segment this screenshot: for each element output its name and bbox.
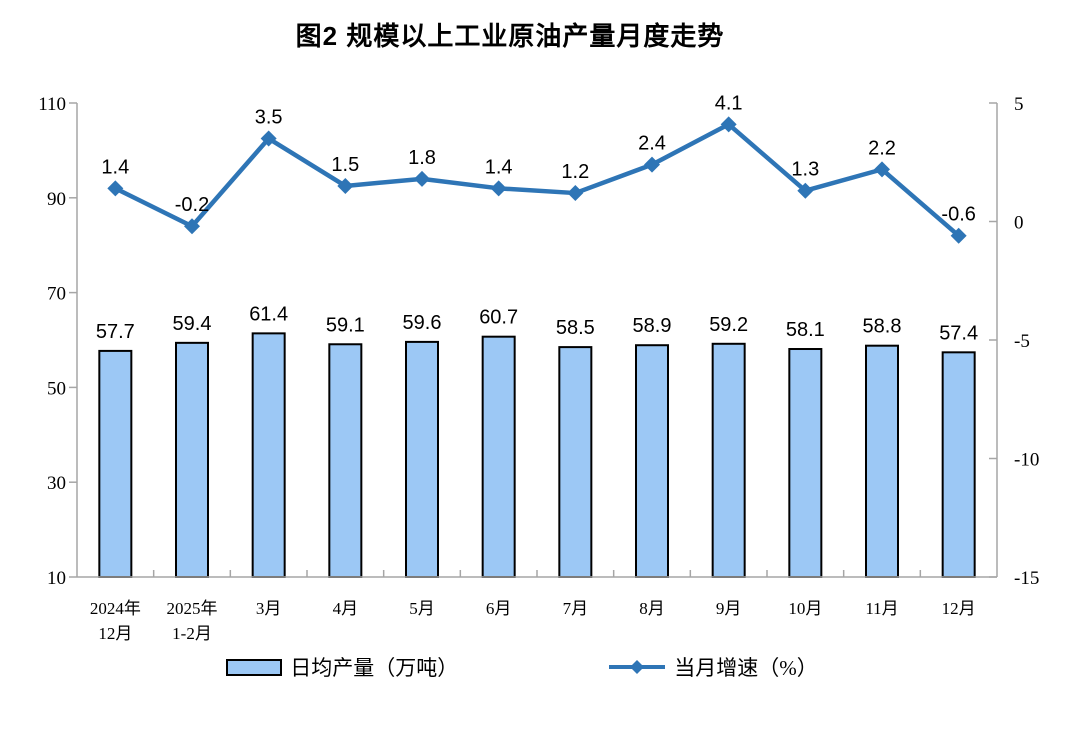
- bar-value-label: 59.1: [326, 314, 365, 336]
- line-marker: [567, 185, 584, 202]
- line-series-swatch: [609, 660, 666, 674]
- bar-value-label: 58.8: [863, 316, 902, 338]
- line-value-label: 3.5: [255, 107, 283, 129]
- legend-label-production: 日均产量（万吨）: [290, 656, 459, 680]
- bar-value-label: 57.7: [96, 321, 135, 343]
- bar-value-label: 61.4: [249, 303, 288, 325]
- bar: [328, 343, 363, 578]
- bar: [788, 348, 823, 579]
- line-marker: [797, 182, 814, 199]
- right-axis-tick-label: 5: [1014, 94, 1024, 115]
- bar: [251, 332, 286, 579]
- growth-line: [114, 122, 961, 238]
- bar-value-label: 58.1: [786, 319, 825, 341]
- line-marker: [337, 177, 354, 194]
- line-value-label: 2.4: [638, 133, 666, 155]
- x-axis-label: 4月: [333, 599, 359, 618]
- legend-item-production: 日均产量（万吨）: [226, 652, 458, 682]
- line-marker: [874, 161, 890, 178]
- line-marker: [260, 130, 277, 147]
- bar-value-label: 58.9: [633, 315, 672, 337]
- left-axis-tick-label: 90: [47, 189, 66, 210]
- bar-series-swatch: [226, 658, 283, 676]
- left-axis-tick-label: 110: [38, 94, 66, 115]
- line-marker: [490, 180, 507, 197]
- x-axis-label: 12月: [98, 624, 132, 643]
- x-axis-label: 10月: [788, 599, 822, 618]
- x-axis-label: 9月: [716, 599, 742, 618]
- line-marker: [414, 170, 430, 187]
- x-axis-label: 12月: [942, 599, 976, 618]
- x-axis-label: 11月: [865, 599, 898, 618]
- bar: [711, 342, 746, 578]
- right-axis-tick-label: -15: [1014, 568, 1039, 589]
- chart-title: 图2 规模以上工业原油产量月度走势: [295, 21, 725, 51]
- x-axis-label: 1-2月: [172, 624, 212, 643]
- bar: [481, 335, 516, 578]
- legend-item-growth: 当月增速（%）: [608, 652, 818, 682]
- left-axis-tick-label: 10: [47, 568, 66, 589]
- x-axis-label: 5月: [409, 599, 435, 618]
- bar-value-label: 58.5: [556, 317, 595, 339]
- line-value-label: -0.2: [175, 194, 209, 216]
- bar-value-label: 60.7: [479, 307, 518, 329]
- left-axis-tick-label: 30: [47, 473, 66, 494]
- legend-label-growth: 当月增速（%）: [674, 656, 818, 680]
- line-value-label: -0.6: [941, 204, 975, 226]
- x-axis-label: 2024年: [90, 599, 141, 618]
- bar-value-label: 59.6: [403, 312, 442, 334]
- line-value-label: 1.5: [331, 154, 359, 176]
- x-axis-label: 3月: [256, 599, 282, 618]
- line-value-label: 1.8: [408, 147, 436, 169]
- x-axis-label: 6月: [486, 599, 512, 618]
- left-axis-tick-label: 70: [47, 284, 66, 305]
- bar: [558, 346, 593, 578]
- bar: [405, 340, 439, 578]
- line-value-label: 2.2: [868, 137, 896, 159]
- line-marker: [950, 227, 967, 244]
- x-axis-label: 8月: [639, 599, 665, 618]
- line-value-label: 1.4: [485, 156, 513, 178]
- line-marker: [720, 116, 737, 133]
- bar: [941, 351, 976, 578]
- bar: [98, 349, 133, 579]
- line-marker: [184, 218, 200, 235]
- bar: [865, 344, 899, 578]
- line-value-label: 4.1: [715, 92, 743, 114]
- line-marker: [107, 180, 124, 197]
- right-axis-tick-label: -10: [1014, 450, 1039, 471]
- left-axis-tick-label: 50: [47, 378, 66, 399]
- x-axis-label: 7月: [563, 599, 589, 618]
- line-value-label: 1.2: [561, 161, 589, 183]
- bar: [635, 344, 669, 578]
- right-axis-tick-label: 0: [1014, 213, 1024, 234]
- right-axis-tick-label: -5: [1014, 331, 1030, 352]
- bar-value-label: 59.4: [173, 313, 212, 335]
- line-value-label: 1.4: [101, 156, 129, 178]
- legend: 日均产量（万吨） 当月增速（%）: [0, 652, 1044, 682]
- bar-value-label: 57.4: [939, 322, 978, 344]
- x-axis-label: 2025年: [167, 599, 218, 618]
- line-value-label: 1.3: [791, 159, 819, 181]
- bar: [175, 341, 209, 578]
- bar-value-label: 59.2: [709, 314, 748, 336]
- line-marker: [644, 156, 660, 173]
